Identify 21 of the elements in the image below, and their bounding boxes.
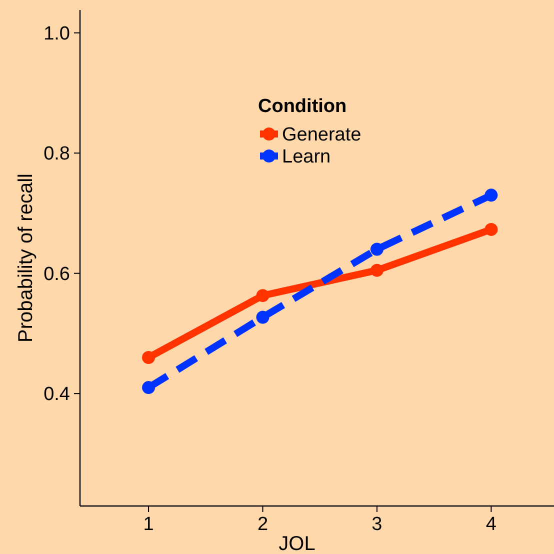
x-tick-label: 4 bbox=[486, 514, 497, 535]
x-tick-label: 1 bbox=[143, 514, 154, 535]
point bbox=[256, 310, 270, 324]
y-tick-label: 1.0 bbox=[44, 23, 70, 44]
legend-title: Condition bbox=[258, 96, 347, 117]
y-tick-label: 0.6 bbox=[44, 264, 70, 285]
point bbox=[370, 264, 384, 277]
x-tick-label: 3 bbox=[372, 514, 382, 535]
point bbox=[142, 351, 156, 364]
y-axis-title: Probability of recall bbox=[15, 174, 37, 342]
point bbox=[370, 242, 384, 256]
legend-label: Generate bbox=[282, 124, 362, 146]
x-tick-label: 2 bbox=[257, 514, 268, 535]
x-axis-title: JOL bbox=[278, 533, 316, 554]
point bbox=[484, 222, 498, 236]
point bbox=[142, 381, 156, 394]
point bbox=[256, 289, 270, 302]
y-tick-label: 0.4 bbox=[44, 384, 70, 406]
legend-label: Learn bbox=[282, 146, 331, 168]
y-tick-label: 0.8 bbox=[44, 144, 70, 165]
point bbox=[484, 188, 498, 202]
